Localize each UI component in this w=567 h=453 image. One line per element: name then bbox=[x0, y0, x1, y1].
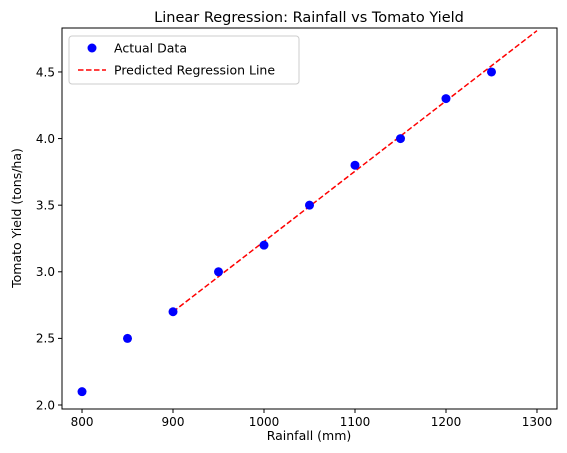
chart-title: Linear Regression: Rainfall vs Tomato Yi… bbox=[154, 10, 464, 26]
y-axis-label: Tomato Yield (tons/ha) bbox=[9, 148, 24, 289]
data-point bbox=[214, 267, 224, 277]
data-point bbox=[486, 67, 496, 77]
scatter-points-layer bbox=[77, 67, 496, 397]
data-point bbox=[350, 160, 360, 170]
y-axis: 2.0 2.5 3.0 3.5 4.0 4.5 bbox=[36, 65, 62, 412]
y-tick-label: 4.5 bbox=[36, 65, 55, 79]
legend-marker-actual-data bbox=[87, 43, 97, 53]
plot-area: 800 900 1000 1100 1200 1300 2.0 2.5 3.0 3.5 4.0 4.… bbox=[36, 27, 558, 429]
y-tick-label: 3.5 bbox=[36, 198, 55, 212]
y-tick-label: 3.0 bbox=[36, 265, 55, 279]
x-tick-label: 1100 bbox=[340, 415, 371, 429]
legend: Actual Data Predicted Regression Line bbox=[68, 35, 300, 85]
data-point bbox=[305, 200, 314, 210]
x-tick-label: 1000 bbox=[249, 415, 280, 429]
y-tick-label: 2.5 bbox=[36, 332, 55, 346]
data-point bbox=[259, 240, 269, 250]
x-tick-label: 1300 bbox=[522, 415, 553, 429]
data-point bbox=[441, 94, 451, 104]
regression-line-layer bbox=[172, 30, 538, 313]
x-axis-label: Rainfall (mm) bbox=[267, 428, 352, 443]
y-tick-label: 4.0 bbox=[36, 132, 55, 146]
legend-label-actual-data: Actual Data bbox=[114, 41, 187, 56]
data-point bbox=[123, 333, 133, 343]
x-tick-label: 900 bbox=[162, 415, 185, 429]
data-point bbox=[168, 307, 178, 317]
data-point bbox=[77, 387, 87, 397]
regression-line bbox=[172, 30, 538, 313]
x-tick-label: 800 bbox=[71, 415, 94, 429]
legend-label-regression-line: Predicted Regression Line bbox=[114, 63, 275, 78]
data-point bbox=[395, 134, 405, 144]
x-axis: 800 900 1000 1100 1200 1300 bbox=[71, 409, 553, 429]
legend-box bbox=[68, 35, 300, 85]
x-tick-label: 1200 bbox=[431, 415, 462, 429]
plot-frame bbox=[61, 27, 558, 410]
y-tick-label: 2.0 bbox=[36, 398, 55, 412]
